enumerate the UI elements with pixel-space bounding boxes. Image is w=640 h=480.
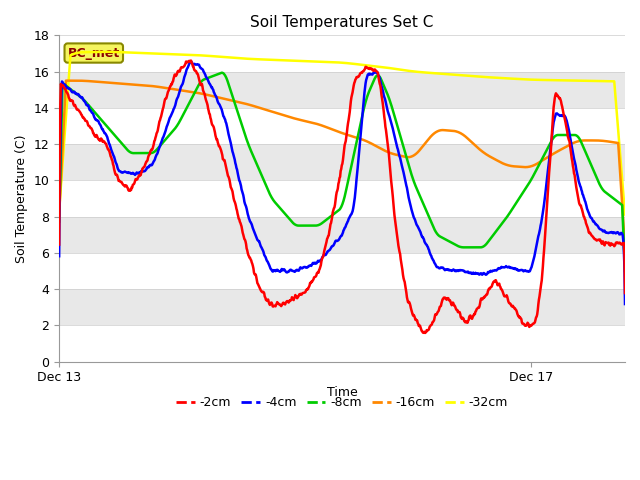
Bar xyxy=(59,289,625,325)
Bar xyxy=(59,108,625,144)
Bar xyxy=(59,216,625,253)
Text: BC_met: BC_met xyxy=(68,47,120,60)
Title: Soil Temperatures Set C: Soil Temperatures Set C xyxy=(250,15,434,30)
Legend: -2cm, -4cm, -8cm, -16cm, -32cm: -2cm, -4cm, -8cm, -16cm, -32cm xyxy=(171,391,513,414)
Bar xyxy=(59,180,625,216)
X-axis label: Time: Time xyxy=(326,385,358,398)
Bar xyxy=(59,325,625,361)
Bar xyxy=(59,253,625,289)
Bar xyxy=(59,36,625,72)
Bar xyxy=(59,144,625,180)
Bar xyxy=(59,72,625,108)
Y-axis label: Soil Temperature (C): Soil Temperature (C) xyxy=(15,134,28,263)
